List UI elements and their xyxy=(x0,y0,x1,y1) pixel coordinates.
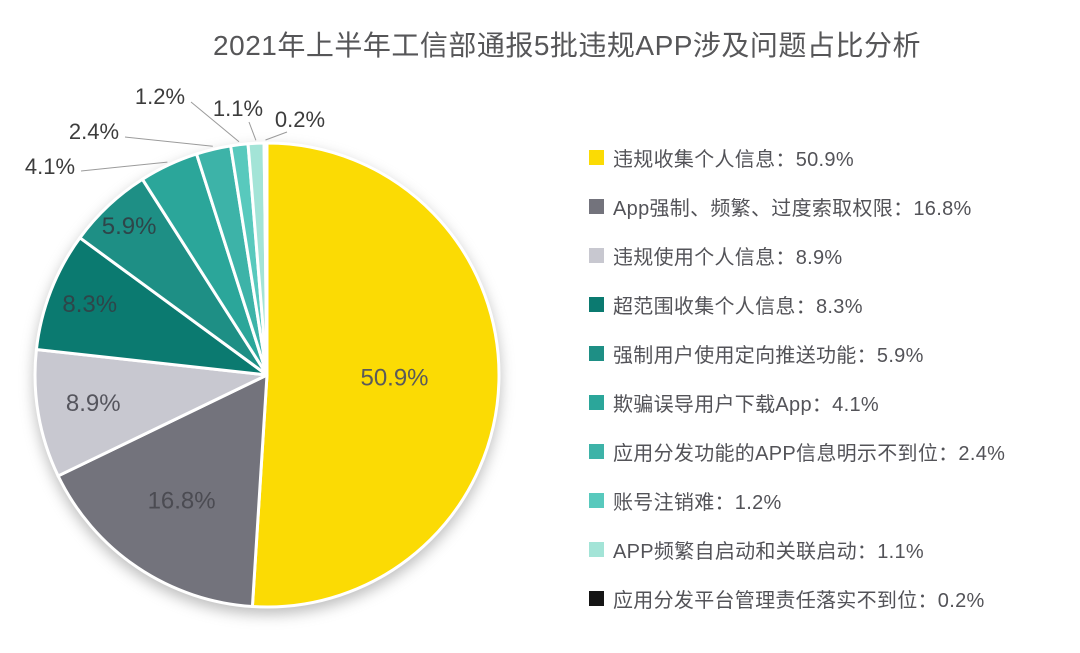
legend-swatch xyxy=(589,248,604,263)
legend-item-label: App强制、频繁、过度索取权限：16.8% xyxy=(613,198,972,220)
leader-line xyxy=(190,101,240,143)
legend-swatch xyxy=(589,199,604,214)
legend-swatch xyxy=(589,150,604,165)
legend-swatch xyxy=(589,297,604,312)
leader-line xyxy=(80,161,168,172)
pie-slice-label: 4.1% xyxy=(25,154,75,179)
legend-item: App强制、频繁、过度索取权限：16.8% xyxy=(589,182,1005,231)
pie-slice xyxy=(33,347,269,478)
legend-item: 违规使用个人信息：8.9% xyxy=(589,231,1005,280)
legend-item: 强制用户使用定向推送功能：5.9% xyxy=(589,329,1005,378)
legend-item-label: APP频繁自启动和关联启动：1.1% xyxy=(613,541,925,563)
pie-chart: 50.9% 16.8% 8.9% 8.3% 5.9% 4.1% 2.4% 1.2% 1.1% 0.… xyxy=(25,84,501,609)
legend-item: 超范围收集个人信息：8.3% xyxy=(589,280,1005,329)
chart-title: 2021年上半年工信部通报5批违规APP涉及问题占比分析 xyxy=(213,30,921,61)
legend-item: 应用分发平台管理责任落实不到位：0.2% xyxy=(589,574,1005,623)
pie-slice xyxy=(262,141,269,377)
legend-item-label: 应用分发平台管理责任落实不到位：0.2% xyxy=(613,590,985,612)
legend-item-label: 欺骗误导用户下载App：4.1% xyxy=(613,394,879,416)
legend-item-label: 违规收集个人信息：50.9% xyxy=(613,149,854,171)
legend-item-label: 超范围收集个人信息：8.3% xyxy=(613,296,863,318)
legend: 违规收集个人信息：50.9% App强制、频繁、过度索取权限：16.8% 违规使用个… xyxy=(589,133,1005,623)
pie-slice-label: 5.9% xyxy=(102,213,157,240)
pie-slice-label: 16.8% xyxy=(148,487,216,514)
legend-swatch xyxy=(589,395,604,410)
pie-slice xyxy=(56,373,269,609)
pie-slice-label: 1.1% xyxy=(213,96,263,121)
legend-item: 欺骗误导用户下载App：4.1% xyxy=(589,378,1005,427)
pie-slice xyxy=(34,236,269,377)
legend-item: 账号注销难：1.2% xyxy=(589,476,1005,525)
legend-swatch xyxy=(589,591,604,606)
legend-swatch xyxy=(589,493,604,508)
legend-item: 应用分发功能的APP信息明示不到位：2.4% xyxy=(589,427,1005,476)
pie-slice-label: 1.2% xyxy=(135,84,185,109)
legend-item: 违规收集个人信息：50.9% xyxy=(589,133,1005,182)
leader-line xyxy=(248,121,257,141)
pie-slice-label: 8.9% xyxy=(66,390,121,417)
pie-slice-label: 8.3% xyxy=(62,291,117,318)
legend-item-label: 强制用户使用定向推送功能：5.9% xyxy=(613,345,924,367)
pie-slice-label: 50.9% xyxy=(360,364,428,391)
legend-item-label: 违规使用个人信息：8.9% xyxy=(613,247,843,269)
pie-slice-label: 0.2% xyxy=(275,107,325,132)
legend-item-label: 应用分发功能的APP信息明示不到位：2.4% xyxy=(613,443,1006,465)
leader-line xyxy=(124,136,213,147)
legend-item: APP频繁自启动和关联启动：1.1% xyxy=(589,525,1005,574)
legend-swatch xyxy=(589,346,604,361)
leader-line xyxy=(265,131,288,141)
pie-slice xyxy=(250,141,501,609)
legend-swatch xyxy=(589,542,604,557)
legend-swatch xyxy=(589,444,604,459)
legend-item-label: 账号注销难：1.2% xyxy=(613,492,782,514)
pie-slices-group xyxy=(33,141,501,609)
pie-slice-label: 2.4% xyxy=(69,119,119,144)
